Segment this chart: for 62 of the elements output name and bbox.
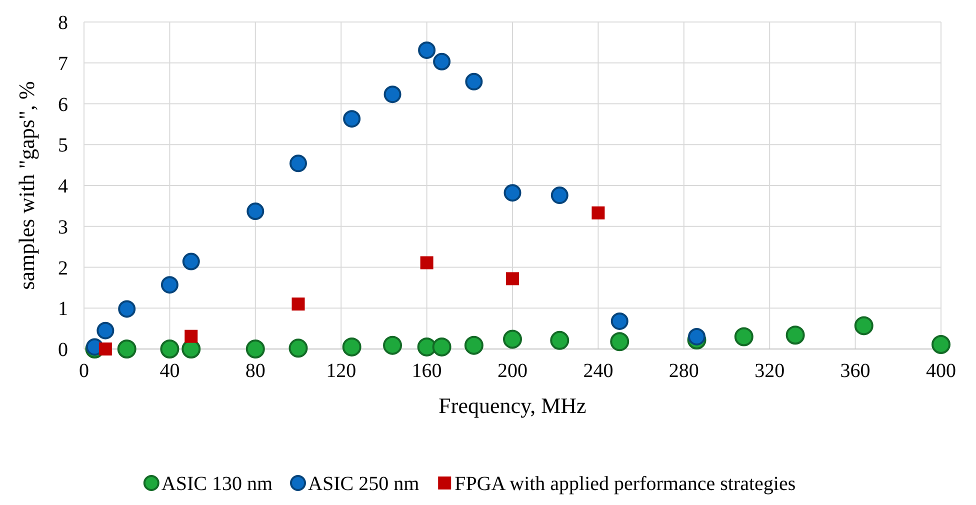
point [550, 330, 570, 350]
y-tick-label: 0 [58, 339, 68, 361]
point [610, 332, 630, 352]
point [932, 335, 950, 354]
y-tick-label: 5 [58, 134, 68, 157]
point [288, 338, 308, 358]
x-tick-label: 0 [79, 360, 89, 382]
legend-label: ASIC 250 nm [308, 473, 420, 495]
point [246, 340, 265, 358]
y-tick-label: 7 [58, 52, 68, 75]
y-tick-label: 2 [58, 257, 68, 280]
x-tick-label: 160 [412, 360, 442, 382]
point [610, 312, 628, 330]
point [342, 337, 362, 356]
point [160, 340, 180, 358]
point [182, 252, 200, 270]
x-tick-label: 320 [754, 360, 785, 382]
point [118, 300, 136, 318]
point [420, 256, 434, 270]
x-tick-label: 120 [326, 360, 356, 382]
point [592, 206, 605, 220]
point [160, 276, 178, 294]
y-axis-title: samples with "gaps", % [14, 81, 39, 290]
point [117, 340, 136, 358]
y-tick-label: 3 [58, 216, 68, 238]
point [418, 41, 436, 59]
x-tick-label: 240 [583, 360, 614, 382]
point [343, 110, 361, 128]
point [383, 336, 402, 355]
point [184, 330, 198, 343]
legend-label: ASIC 130 nm [161, 473, 273, 495]
point [734, 327, 754, 346]
point [503, 330, 522, 349]
point [98, 342, 112, 356]
point [504, 184, 522, 202]
y-tick-label: 4 [58, 176, 68, 198]
x-tick-label: 80 [245, 360, 266, 382]
point [432, 337, 452, 356]
point [96, 322, 114, 340]
x-axis-title: Frequency, MHz [438, 393, 587, 418]
x-tick-label: 40 [160, 360, 180, 382]
point [292, 298, 305, 311]
y-tick-label: 6 [58, 94, 68, 116]
x-tick-label: 360 [840, 360, 870, 382]
legend-label: FPGA with applied performance strategies [454, 473, 796, 495]
point [506, 272, 519, 286]
point [290, 154, 307, 172]
point [688, 328, 706, 346]
point [417, 337, 436, 356]
y-tick-label: 1 [58, 298, 68, 320]
x-tick-label: 280 [668, 360, 699, 382]
x-tick-label: 400 [926, 360, 956, 382]
point [854, 316, 874, 336]
point [384, 86, 402, 104]
point [433, 52, 451, 70]
point [464, 336, 484, 355]
y-tick-label: 8 [58, 12, 68, 34]
x-tick-label: 200 [498, 360, 528, 382]
point [550, 186, 568, 204]
point [786, 326, 805, 345]
point [465, 72, 483, 90]
point [246, 202, 264, 220]
